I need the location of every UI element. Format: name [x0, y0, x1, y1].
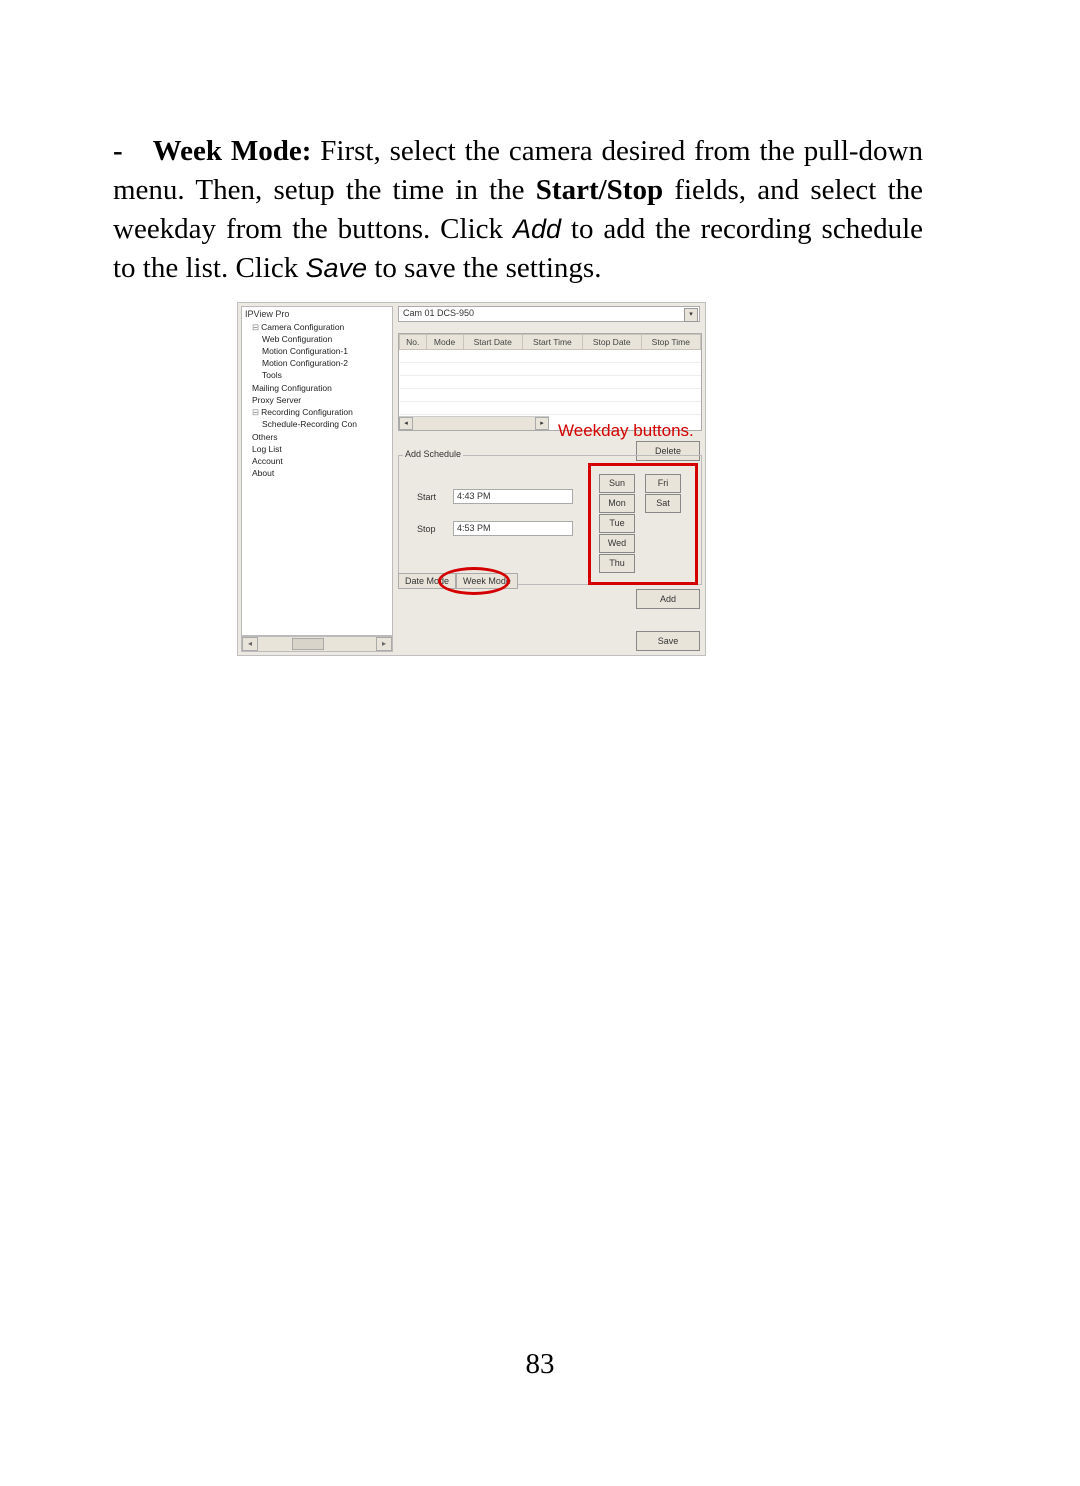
day-sat-button[interactable]: Sat — [645, 494, 681, 513]
day-mon-button[interactable]: Mon — [599, 494, 635, 513]
scroll-left-icon[interactable]: ◂ — [242, 637, 258, 651]
table-row[interactable] — [400, 363, 701, 376]
tree-item[interactable]: About — [252, 467, 392, 479]
col-header[interactable]: No. — [400, 335, 427, 350]
table-scrollbar[interactable]: ◂ ▸ — [399, 416, 549, 430]
day-tue-button[interactable]: Tue — [599, 514, 635, 533]
tree-item[interactable]: Motion Configuration-1 — [262, 345, 392, 357]
chevron-down-icon[interactable]: ▾ — [684, 308, 698, 322]
add-button[interactable]: Add — [636, 589, 700, 609]
bullet-dash: - — [113, 135, 123, 167]
col-header[interactable]: Start Date — [463, 335, 522, 350]
day-fri-button[interactable]: Fri — [645, 474, 681, 493]
tree-item[interactable]: Motion Configuration-2 — [262, 357, 392, 369]
scroll-left-icon[interactable]: ◂ — [399, 417, 413, 430]
col-header[interactable]: Mode — [426, 335, 463, 350]
day-wed-button[interactable]: Wed — [599, 534, 635, 553]
day-sun-button[interactable]: Sun — [599, 474, 635, 493]
col-header[interactable]: Start Time — [522, 335, 582, 350]
day-thu-button[interactable]: Thu — [599, 554, 635, 573]
scroll-thumb[interactable] — [292, 638, 324, 650]
page-number: 83 — [0, 1348, 1080, 1381]
stop-input[interactable]: 4:53 PM — [453, 521, 573, 536]
fieldset-legend: Add Schedule — [403, 449, 463, 459]
tab-date-mode[interactable]: Date Mode — [398, 573, 456, 589]
add-italic: Add — [513, 214, 561, 244]
app-screenshot: IPView Pro ⊟Camera Configuration Web Con… — [237, 302, 706, 656]
mode-tabs: Date ModeWeek Mode — [398, 573, 518, 589]
col-header[interactable]: Stop Date — [582, 335, 641, 350]
nav-tree[interactable]: IPView Pro ⊟Camera Configuration Web Con… — [241, 306, 393, 636]
tree-item[interactable]: Mailing Configuration — [252, 382, 392, 394]
stop-label: Stop — [417, 524, 436, 534]
text-4: to save the settings. — [367, 252, 601, 284]
tree-item[interactable]: Proxy Server — [252, 394, 392, 406]
start-label: Start — [417, 492, 436, 502]
tree-title: IPView Pro — [242, 307, 392, 321]
tree-scrollbar[interactable]: ◂ ▸ — [241, 636, 393, 652]
start-stop-bold: Start/Stop — [536, 174, 663, 206]
schedule-table: No. Mode Start Date Start Time Stop Date… — [398, 333, 702, 431]
camera-select[interactable]: Cam 01 DCS-950 ▾ — [398, 306, 700, 322]
tab-week-mode[interactable]: Week Mode — [456, 573, 518, 589]
save-button[interactable]: Save — [636, 631, 700, 651]
add-schedule-fieldset: Add Schedule Start 4:43 PM Stop 4:53 PM … — [398, 455, 702, 585]
table-row[interactable] — [400, 402, 701, 415]
col-header[interactable]: Stop Time — [641, 335, 700, 350]
table-row[interactable] — [400, 376, 701, 389]
save-italic: Save — [306, 253, 368, 283]
paragraph: -Week Mode: First, select the camera des… — [113, 132, 923, 289]
table-row[interactable] — [400, 389, 701, 402]
lead-bold: Week Mode: — [153, 135, 312, 167]
tree-root[interactable]: ⊟Camera Configuration Web Configuration … — [252, 321, 392, 382]
tree-item[interactable]: Others — [252, 431, 392, 443]
tree-item[interactable]: Tools — [262, 369, 392, 381]
tree-item[interactable]: Account — [252, 455, 392, 467]
scroll-right-icon[interactable]: ▸ — [376, 637, 392, 651]
camera-select-value: Cam 01 DCS-950 — [403, 308, 474, 318]
tree-item[interactable]: Schedule-Recording Con — [262, 418, 392, 430]
start-input[interactable]: 4:43 PM — [453, 489, 573, 504]
scroll-right-icon[interactable]: ▸ — [535, 417, 549, 430]
table-row[interactable] — [400, 350, 701, 363]
callout-label: Weekday buttons. — [558, 421, 694, 441]
tree-item[interactable]: Log List — [252, 443, 392, 455]
tree-item[interactable]: ⊟Recording Configuration Schedule-Record… — [252, 406, 392, 431]
tree-item[interactable]: Web Configuration — [262, 333, 392, 345]
